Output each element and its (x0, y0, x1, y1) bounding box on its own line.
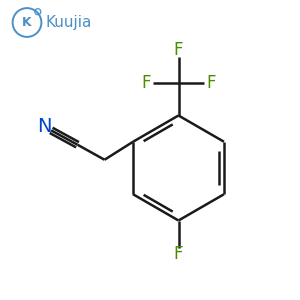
Text: F: F (174, 245, 183, 263)
Text: K: K (22, 16, 32, 29)
Text: Kuujia: Kuujia (45, 15, 92, 30)
Text: N: N (37, 117, 52, 136)
Text: F: F (206, 74, 216, 92)
Text: F: F (174, 41, 183, 59)
Text: F: F (141, 74, 151, 92)
